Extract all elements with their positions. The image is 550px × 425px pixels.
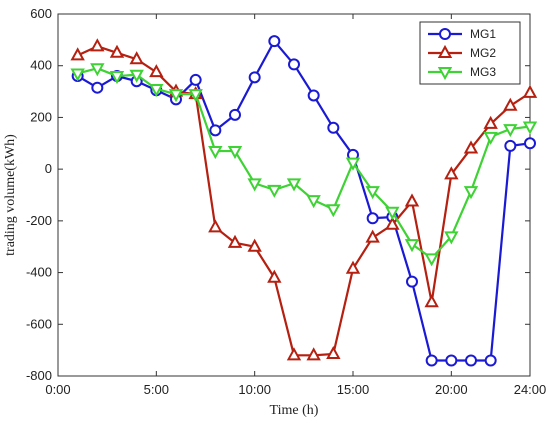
y-tick-label: -200: [26, 213, 52, 228]
data-point-mg2: [208, 219, 223, 233]
y-tick-label: -800: [26, 368, 52, 383]
legend-label-mg3: MG3: [470, 65, 496, 79]
data-point-mg3: [463, 186, 479, 200]
data-point-mg2: [404, 193, 420, 207]
y-axis-title: trading volume(kWh): [3, 134, 18, 256]
data-point-mg3: [129, 69, 144, 83]
data-point-mg3: [109, 71, 125, 85]
legend-marker-mg2: [437, 44, 453, 58]
data-point-mg3: [345, 157, 361, 171]
data-point-mg3: [267, 184, 282, 198]
y-tick-label: 400: [30, 58, 52, 73]
data-point-mg3: [503, 124, 518, 138]
data-point-mg2: [503, 97, 518, 111]
data-point-mg3: [247, 178, 262, 192]
x-tick-label: 20:00: [435, 382, 468, 397]
y-tick-label: 0: [45, 161, 52, 176]
x-axis-ticks: 0:00 5:00 10:00 15:00 20:00 24:00: [45, 14, 546, 397]
data-point-mg2: [444, 166, 459, 180]
legend-marker-mg1: [439, 28, 451, 40]
data-point-mg3: [149, 83, 164, 98]
data-point-mg2: [424, 294, 439, 308]
data-point-mg2: [483, 115, 498, 129]
x-tick-label: 5:00: [144, 382, 169, 397]
data-point-mg1: [484, 354, 497, 367]
data-point-mg3: [208, 146, 223, 160]
data-point-mg2: [306, 347, 321, 361]
data-point-mg2: [90, 38, 105, 52]
data-point-mg1: [268, 35, 281, 48]
data-point-mg2: [129, 51, 144, 65]
data-point-mg1: [229, 108, 241, 121]
y-tick-label: -400: [26, 265, 52, 280]
legend-label-mg2: MG2: [470, 46, 496, 60]
series-line-mg2: [77, 45, 531, 357]
data-point-mg3: [286, 178, 302, 192]
x-tick-label: 0:00: [45, 382, 70, 397]
data-point-mg2: [326, 345, 341, 360]
data-point-mg1: [288, 58, 300, 71]
data-point-mg1: [248, 71, 261, 84]
data-point-mg1: [406, 275, 418, 288]
data-point-mg2: [70, 47, 85, 61]
data-point-mg3: [227, 146, 243, 160]
data-point-mg2: [385, 216, 400, 230]
x-tick-label: 24:00: [514, 382, 547, 397]
series-mg3: [70, 63, 538, 267]
data-point-mg1: [425, 354, 438, 367]
data-point-mg2: [345, 260, 361, 274]
data-point-mg3: [326, 204, 341, 218]
data-point-mg1: [445, 354, 458, 367]
data-point-mg2: [227, 234, 243, 248]
data-point-mg2: [463, 140, 479, 154]
data-point-mg2: [109, 44, 125, 58]
data-point-mg2: [365, 229, 380, 243]
y-tick-label: 600: [30, 6, 52, 21]
data-point-mg2: [247, 238, 262, 252]
data-point-mg2: [286, 347, 302, 361]
data-point-mg1: [366, 212, 379, 225]
data-point-mg3: [188, 89, 203, 103]
series-layer: [70, 35, 538, 367]
y-axis-ticks: -800 -600 -400 -200 0 200 400 600: [26, 6, 530, 383]
data-point-mg1: [307, 89, 320, 102]
legend-label-mg1: MG1: [470, 27, 496, 41]
data-point-mg3: [404, 239, 420, 253]
legend: MG1 MG2 MG3: [419, 21, 521, 85]
x-tick-label: 10:00: [238, 382, 271, 397]
data-point-mg1: [504, 139, 517, 152]
data-point-mg3: [168, 89, 184, 103]
data-point-mg3: [306, 195, 321, 209]
data-point-mg1: [91, 81, 104, 94]
data-point-mg1: [189, 73, 202, 86]
data-point-mg3: [90, 63, 105, 77]
data-point-mg3: [522, 121, 538, 135]
data-point-mg3: [385, 206, 400, 220]
data-point-mg2: [149, 64, 164, 78]
data-point-mg3: [444, 231, 459, 245]
data-point-mg1: [465, 354, 477, 367]
data-point-mg3: [70, 68, 85, 82]
y-tick-label: -600: [26, 316, 52, 331]
data-point-mg1: [524, 137, 536, 150]
data-point-mg3: [365, 186, 380, 200]
legend-marker-mg3: [437, 67, 453, 81]
data-point-mg2: [522, 84, 538, 98]
y-tick-label: 200: [30, 109, 52, 124]
data-point-mg3: [424, 253, 439, 267]
data-point-mg2: [267, 269, 282, 283]
data-point-mg1: [209, 124, 222, 137]
data-point-mg3: [483, 131, 498, 145]
x-tick-label: 15:00: [337, 382, 370, 397]
data-point-mg1: [327, 121, 340, 134]
x-axis-title: Time (h): [270, 403, 319, 418]
